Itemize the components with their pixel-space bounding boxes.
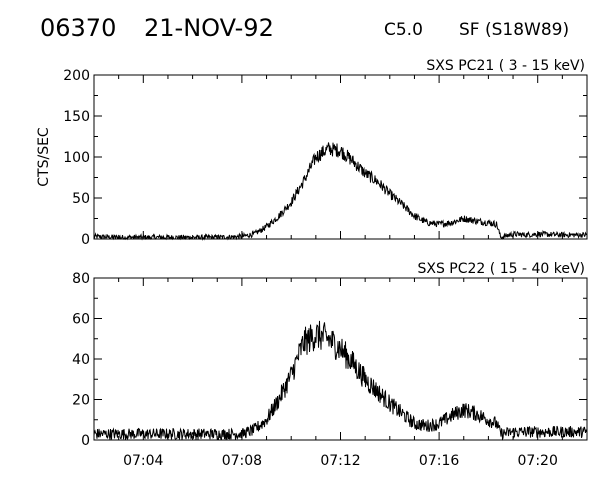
ytick-label-0-1: 50 — [72, 191, 90, 207]
panel-title-0: SXS PC21 ( 3 - 15 keV) — [426, 58, 585, 74]
xtick-label-4: 07:20 — [518, 453, 558, 469]
series-line-1 — [93, 320, 588, 441]
goes-class: C5.0 — [384, 20, 423, 40]
xtick-label-2: 07:12 — [320, 453, 360, 469]
ytick-label-1-3: 60 — [72, 312, 90, 328]
ytick-label-0-4: 200 — [63, 68, 90, 84]
ytick-label-1-4: 80 — [72, 271, 90, 287]
ytick-label-1-0: 0 — [81, 433, 90, 449]
flare-location: SF (S18W89) — [459, 20, 570, 40]
event-id: 06370 — [40, 14, 117, 42]
ytick-label-1-2: 40 — [72, 352, 90, 368]
panel-title-1: SXS PC22 ( 15 - 40 keV) — [417, 261, 585, 277]
y-axis-label: CTS/SEC — [36, 127, 52, 187]
ytick-label-0-0: 0 — [81, 232, 90, 248]
xtick-label-1: 07:08 — [222, 453, 262, 469]
event-date: 21-NOV-92 — [144, 14, 274, 42]
ytick-label-0-3: 150 — [63, 109, 90, 125]
plot-frame-1 — [93, 277, 588, 441]
series-line-0 — [93, 142, 588, 241]
plot-frame-0 — [93, 74, 588, 240]
xtick-label-3: 07:16 — [419, 453, 459, 469]
ytick-label-1-1: 20 — [72, 393, 90, 409]
ytick-label-0-2: 100 — [63, 150, 90, 166]
xtick-label-0: 07:04 — [123, 453, 163, 469]
